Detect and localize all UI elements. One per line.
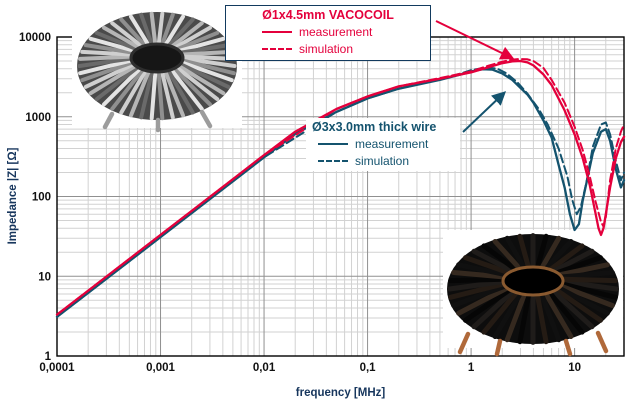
x-tick-label: 1 <box>468 362 475 374</box>
x-tick-label: 0,1 <box>360 362 377 374</box>
thickwire-measurement-line-icon <box>318 143 348 145</box>
y-tick-label: 1 <box>45 351 52 363</box>
y-tick-label: 100 <box>32 192 51 204</box>
x-tick-label: 0,001 <box>146 362 175 374</box>
series-thick-wire-measurement <box>55 68 626 318</box>
vacocoil-simulation-line-icon <box>262 48 292 50</box>
legend-vacocoil-measurement-row: measurement <box>226 22 430 39</box>
legend-thickwire-measurement-row: measurement <box>312 134 456 151</box>
vacocoil-simulation-label: simulation <box>299 42 354 56</box>
thickwire-arrow <box>462 91 507 133</box>
thickwire-photo <box>443 230 623 357</box>
y-tick-label: 1000 <box>25 112 51 124</box>
vacocoil-measurement-line-icon <box>262 31 292 33</box>
thickwire-simulation-line-icon <box>318 160 348 162</box>
y-tick-label: 10 <box>38 271 51 283</box>
tick-labels: 0,0001 0,001 0,01 0,1 1 10 1 10 100 1000 10000 <box>19 32 581 374</box>
y-axis-label: Impedance |Z| [Ω] <box>7 147 19 245</box>
legend-vacocoil-title: Ø1x4.5mm VACOCOIL <box>262 8 394 22</box>
vacocoil-photo <box>72 6 242 133</box>
x-tick-label: 0,01 <box>253 362 276 374</box>
x-axis-label: frequency [MHz] <box>295 387 386 399</box>
vacocoil-arrow <box>435 20 515 60</box>
thickwire-measurement-label: measurement <box>355 137 429 151</box>
legend-vacocoil: Ø1x4.5mm VACOCOIL measurement simulation <box>225 5 431 61</box>
y-tick-label: 10000 <box>19 32 51 44</box>
x-tick-label: 10 <box>568 362 581 374</box>
legend-thickwire: Ø3x3.0mm thick wire measurement simulati… <box>306 118 460 171</box>
series-vacocoil-measurement <box>55 59 626 316</box>
vacocoil-measurement-label: measurement <box>299 25 373 39</box>
thickwire-simulation-label: simulation <box>355 154 410 168</box>
x-tick-label: 0,0001 <box>39 362 75 374</box>
legend-thickwire-title: Ø3x3.0mm thick wire <box>312 120 437 134</box>
legend-vacocoil-simulation-row: simulation <box>226 39 430 56</box>
legend-thickwire-simulation-row: simulation <box>312 151 456 168</box>
